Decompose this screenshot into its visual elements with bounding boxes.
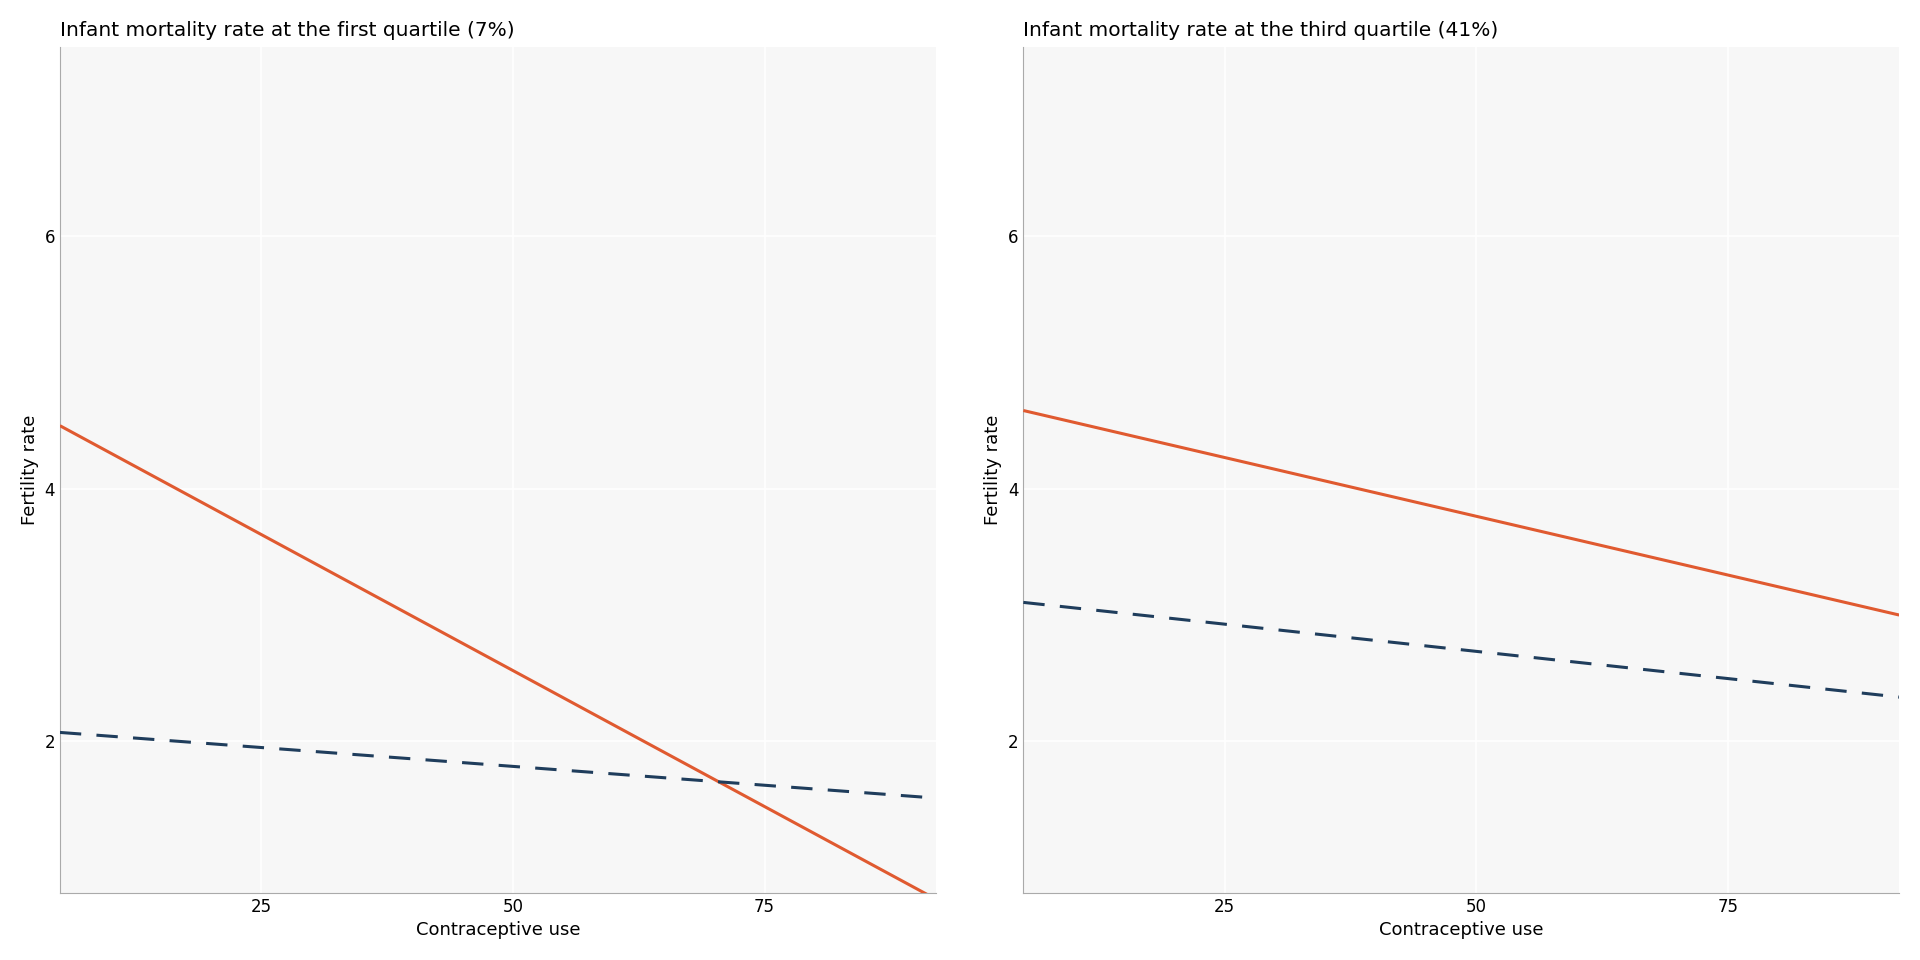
Y-axis label: Fertility rate: Fertility rate (985, 415, 1002, 525)
Y-axis label: Fertility rate: Fertility rate (21, 415, 38, 525)
Text: Infant mortality rate at the third quartile (41%): Infant mortality rate at the third quart… (1023, 21, 1500, 39)
X-axis label: Contraceptive use: Contraceptive use (1379, 922, 1544, 939)
X-axis label: Contraceptive use: Contraceptive use (415, 922, 580, 939)
Text: Infant mortality rate at the first quartile (7%): Infant mortality rate at the first quart… (60, 21, 515, 39)
